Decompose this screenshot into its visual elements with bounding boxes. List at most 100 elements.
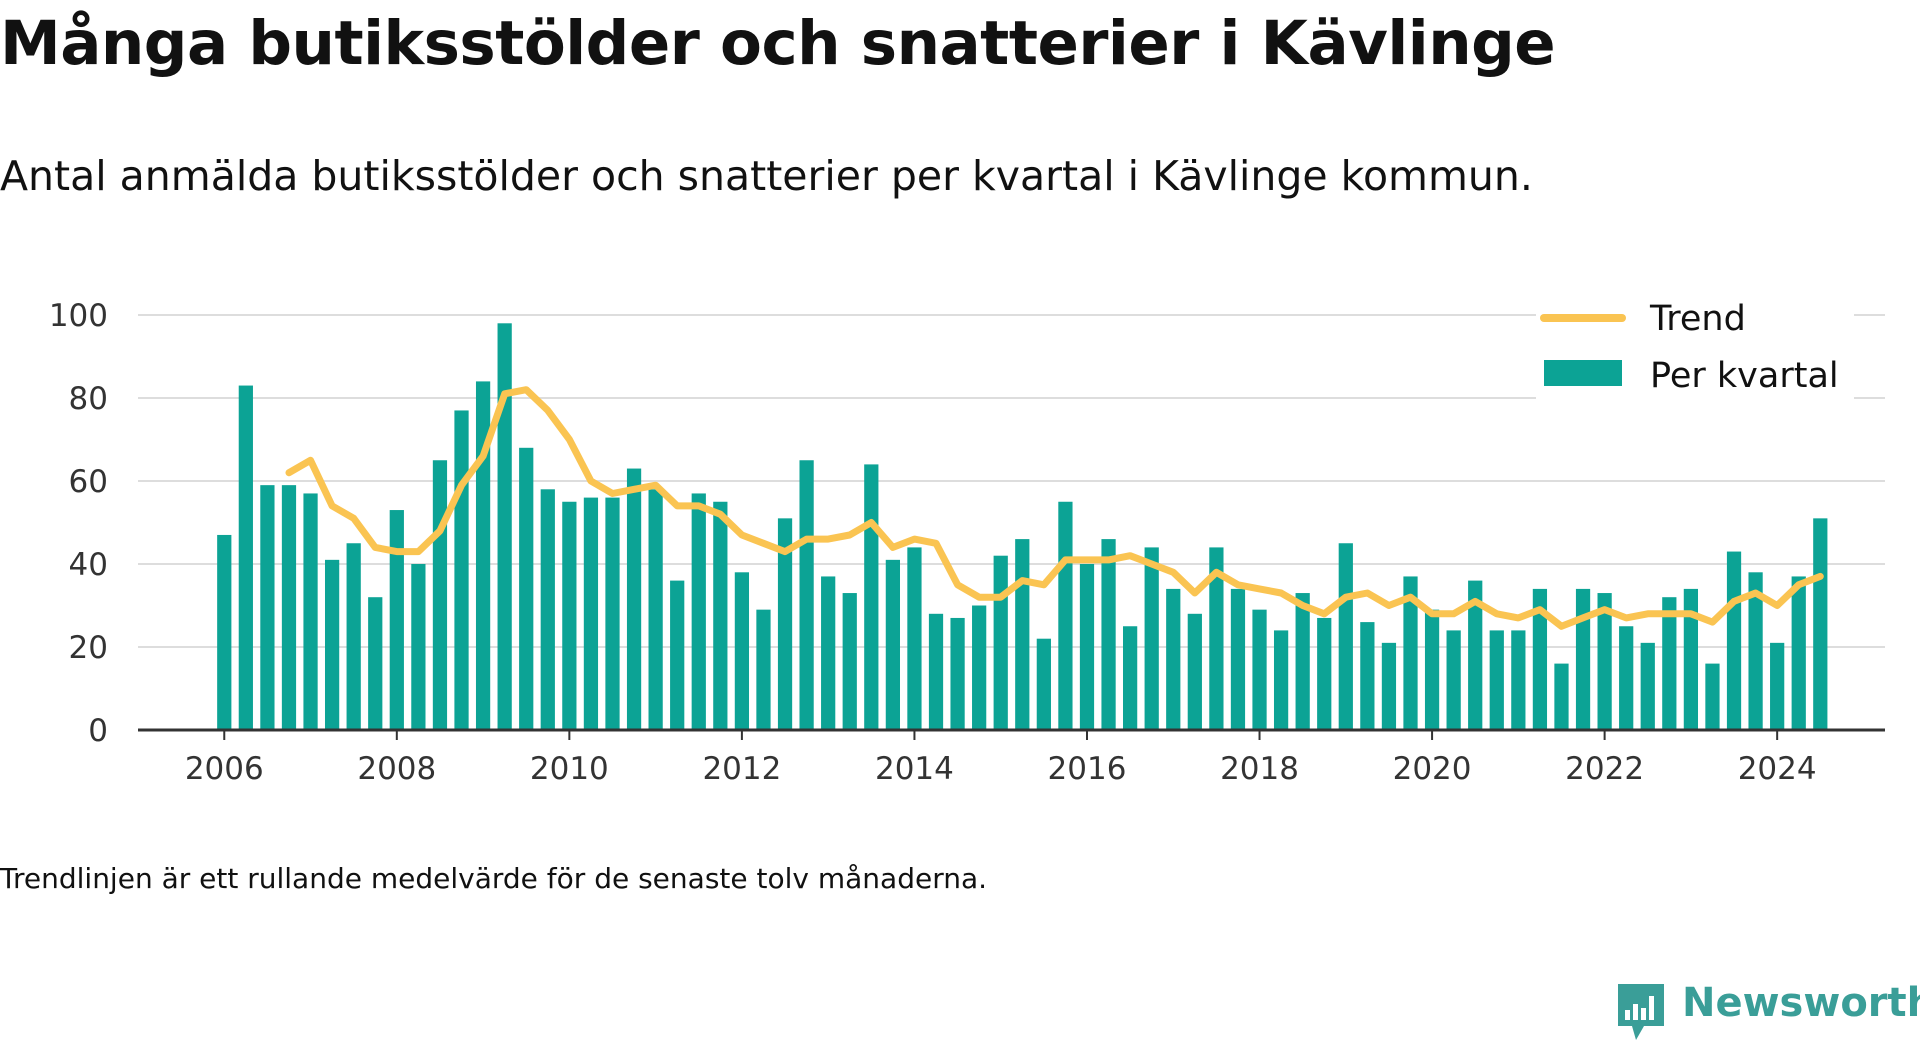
legend: Trend Per kvartal: [1536, 298, 1854, 418]
bar: [691, 493, 706, 730]
x-tick-label: 2012: [702, 751, 781, 787]
bar: [1468, 580, 1483, 730]
bar: [1705, 663, 1720, 730]
chart-subtitle: Antal anmälda butiksstölder och snatteri…: [0, 152, 1533, 200]
bar: [260, 485, 275, 730]
brand-name: Newsworthy: [1682, 980, 1920, 1026]
bar: [1748, 572, 1763, 730]
bar: [972, 605, 987, 730]
bar: [1597, 593, 1612, 730]
bar: [1209, 547, 1224, 730]
bar: [1273, 630, 1289, 730]
bar: [670, 580, 685, 730]
bar: [799, 460, 814, 730]
bar: [281, 485, 297, 730]
bar: [907, 547, 922, 730]
bar: [713, 501, 728, 730]
y-tick-label: 0: [88, 713, 108, 749]
bar: [1511, 630, 1526, 730]
bar: [1770, 642, 1785, 730]
bar: [993, 555, 1008, 730]
bar: [734, 572, 750, 730]
x-tick-label: 2016: [1048, 751, 1127, 787]
bar-series: [217, 323, 1828, 730]
x-tick-label: 2018: [1220, 751, 1299, 787]
bar: [1252, 609, 1267, 730]
newsworthy-logo-icon: [1618, 984, 1664, 1040]
y-tick-label: 20: [69, 630, 108, 666]
bar: [1424, 609, 1440, 730]
bar: [885, 559, 900, 730]
bar: [1662, 597, 1677, 730]
bar: [1058, 501, 1073, 730]
bar: [1532, 588, 1548, 730]
bar: [626, 468, 642, 730]
bar: [1079, 564, 1095, 730]
y-tick-label: 100: [49, 298, 108, 334]
footnote: Trendlinjen är ett rullande medelvärde f…: [0, 862, 988, 895]
bar: [1360, 622, 1375, 730]
bar: [238, 385, 253, 730]
chart: 2006 2008 2010 2012 2014 2016 2018 2020 2022 2024…: [49, 298, 1885, 787]
bar: [605, 497, 620, 730]
bar: [1317, 617, 1332, 730]
trend-line: [285, 386, 1824, 630]
y-tick-label: 40: [69, 547, 108, 583]
legend-bar-swatch: [1544, 360, 1622, 386]
bar: [540, 489, 555, 730]
bar: [519, 447, 534, 730]
legend-bar-label: Per kvartal: [1650, 356, 1839, 396]
bar: [432, 460, 448, 730]
bar: [777, 518, 793, 730]
bar: [1619, 626, 1634, 730]
x-tick-label: 2010: [530, 751, 609, 787]
bar: [1144, 547, 1159, 730]
y-tick-label: 80: [69, 381, 108, 417]
bar: [950, 617, 965, 730]
bar: [1554, 663, 1569, 730]
x-tick-label: 2022: [1565, 751, 1644, 787]
bar: [821, 576, 836, 730]
bar: [1338, 543, 1353, 730]
bar: [648, 489, 663, 730]
bar: [454, 410, 469, 730]
bar: [1446, 630, 1461, 730]
bar: [864, 464, 879, 730]
bar: [411, 564, 426, 730]
bar: [1187, 613, 1202, 730]
bar: [1791, 576, 1806, 730]
y-axis-labels: 0 20 40 60 80 100: [49, 298, 108, 749]
bar: [1101, 539, 1116, 730]
brand-logo: Newsworthy: [1612, 978, 1920, 1040]
bar: [217, 534, 232, 730]
x-tick-label: 2014: [875, 751, 954, 787]
bar: [1123, 626, 1138, 730]
trend-series: [285, 386, 1824, 630]
legend-trend-label: Trend: [1649, 299, 1746, 339]
bar: [1036, 638, 1051, 730]
bar: [475, 381, 491, 730]
x-tick-label: 2024: [1738, 751, 1817, 787]
bar: [756, 609, 771, 730]
bar: [346, 543, 361, 730]
chart-title: Många butiksstölder och snatterier i Käv…: [0, 8, 1556, 79]
y-tick-label: 60: [69, 464, 108, 500]
bar: [324, 559, 340, 730]
bar: [1726, 551, 1742, 730]
bar: [1230, 588, 1246, 730]
bar: [1015, 539, 1030, 730]
bar: [1489, 630, 1504, 730]
bar: [1813, 518, 1828, 730]
bar: [583, 497, 599, 730]
x-tick-label: 2006: [185, 751, 264, 787]
bar: [1295, 593, 1310, 730]
x-axis: 2006 2008 2010 2012 2014 2016 2018 2020 2022 2024: [138, 728, 1885, 787]
bar: [1640, 642, 1655, 730]
bar: [1381, 642, 1397, 730]
bar: [1683, 588, 1699, 730]
bar: [368, 597, 383, 730]
bar: [497, 323, 512, 730]
x-tick-label: 2008: [357, 751, 436, 787]
bar: [389, 510, 404, 730]
bar: [928, 613, 944, 730]
